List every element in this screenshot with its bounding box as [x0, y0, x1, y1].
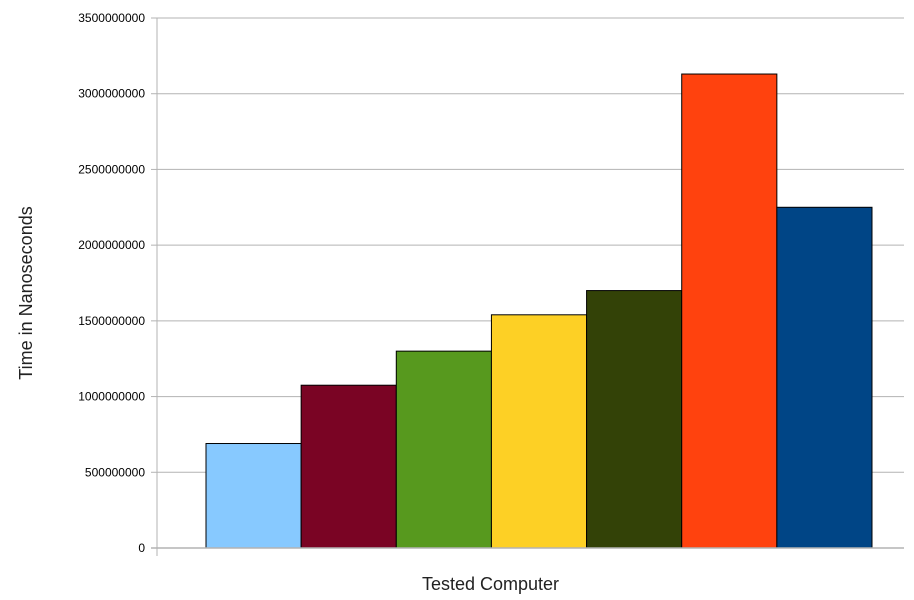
y-tick-label: 1500000000	[78, 314, 145, 328]
y-tick-label: 2500000000	[78, 162, 145, 176]
x-axis-title: Tested Computer	[422, 574, 559, 594]
bars	[205, 73, 873, 549]
bar	[586, 290, 683, 549]
bar	[300, 384, 397, 549]
bar	[395, 350, 492, 549]
y-tick-label: 2000000000	[78, 238, 145, 252]
y-tick-label: 500000000	[85, 465, 145, 479]
bar	[681, 73, 778, 549]
y-tick-label: 3000000000	[78, 87, 145, 101]
bar	[205, 443, 302, 549]
y-tick-label: 0	[138, 541, 145, 555]
y-axis-title: Time in Nanoseconds	[16, 206, 36, 379]
bar	[490, 314, 588, 549]
bar	[776, 206, 873, 549]
y-axis-ticks: 0 500000000 1000000000 1500000000 2000000000…	[78, 11, 157, 555]
y-tick-label: 3500000000	[78, 11, 145, 25]
y-tick-label: 1000000000	[78, 390, 145, 404]
